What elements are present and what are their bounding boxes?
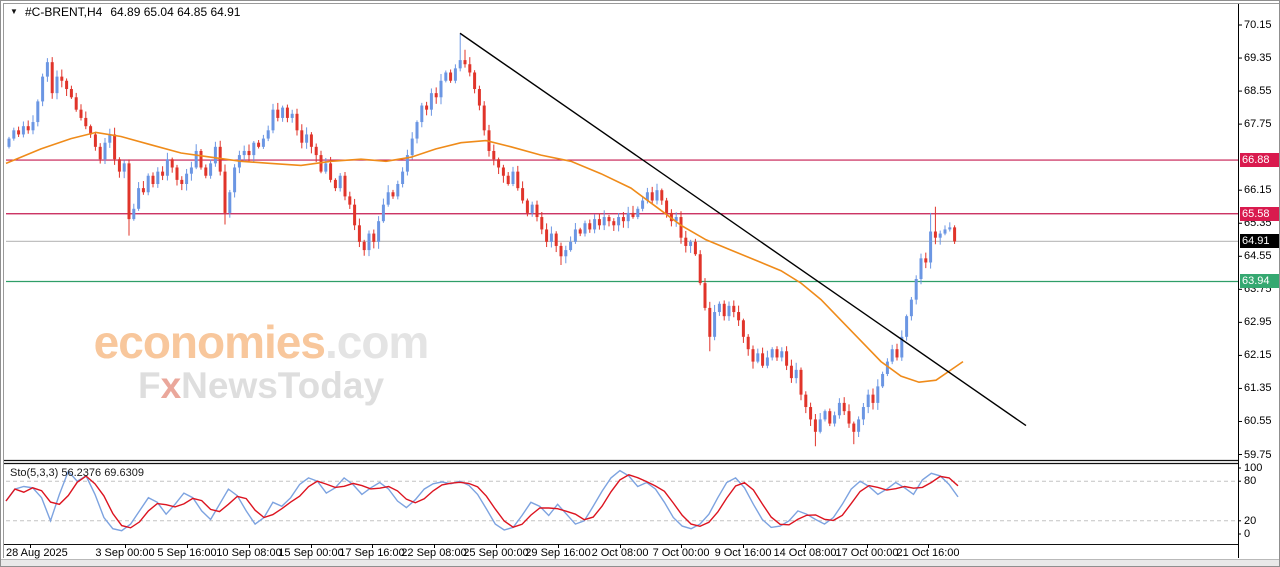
- symbol-timeframe-label: #C-BRENT,H4: [25, 5, 103, 19]
- watermark-brand-name: economies: [93, 316, 326, 368]
- ohlc-values: 64.89 65.04 64.85 64.91: [110, 5, 241, 19]
- watermark-subbrand: FxNewsToday: [51, 367, 471, 404]
- chart-title: #C-BRENT,H4 64.89 65.04 64.85 64.91: [25, 5, 240, 19]
- indicator-name: Sto(5,3,3): [10, 467, 59, 479]
- watermark-sub-rest: NewsToday: [181, 365, 385, 406]
- chart-frame: [3, 3, 1279, 558]
- stochastic-k-line[interactable]: [5, 469, 959, 532]
- watermark-sub-x: x: [160, 365, 182, 406]
- window-bottom-strip: [1, 559, 1279, 566]
- watermark-brand-suffix: .com: [324, 316, 429, 368]
- stochastic-d-line[interactable]: [5, 474, 959, 529]
- candlestick-series[interactable]: [7, 34, 957, 447]
- descending-trendline[interactable]: [459, 32, 1027, 427]
- watermark-brand: economies.com: [51, 319, 471, 365]
- symbol-dropdown-icon[interactable]: ▼: [10, 7, 18, 16]
- watermark: economies.com FxNewsToday: [51, 319, 471, 404]
- watermark-sub-f: F: [137, 365, 161, 406]
- stochastic-indicator-label: Sto(5,3,3) 56.2376 69.6309: [10, 467, 144, 479]
- indicator-values: 56.2376 69.6309: [61, 467, 144, 479]
- horizontal-level-lines[interactable]: [6, 159, 1238, 283]
- moving-average-line[interactable]: [5, 131, 964, 384]
